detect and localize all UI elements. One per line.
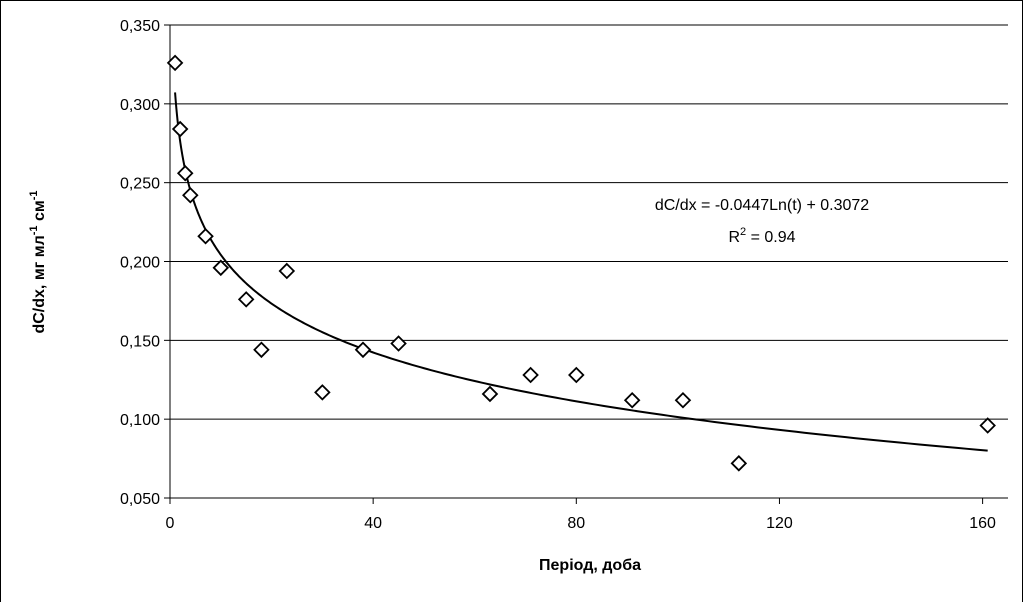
x-tick-label: 120 <box>766 515 793 532</box>
data-point <box>623 391 641 409</box>
data-point <box>314 384 331 401</box>
point-layer <box>166 54 996 472</box>
x-tick-label: 40 <box>364 515 382 532</box>
data-point <box>237 291 255 308</box>
data-point <box>674 391 692 409</box>
y-tick-label: 0,200 <box>120 255 160 272</box>
x-tick-label: 0 <box>166 515 175 532</box>
y-tick-label: 0,150 <box>120 333 160 350</box>
data-point <box>730 455 748 472</box>
y-axis-title-sup1: -1 <box>28 225 40 235</box>
label-layer: 0,050 0,100 0,150 0,200 0,250 0,300 0,350 0 40 80… <box>120 18 996 532</box>
r2-sup: 2 <box>740 226 746 238</box>
data-point <box>481 385 499 403</box>
trend-equation: dC/dx = -0.0447Ln(t) + 0.3072 <box>655 197 869 214</box>
data-point <box>979 417 996 434</box>
x-axis-title: Період, доба <box>539 557 641 574</box>
r2-suffix: = 0.94 <box>746 229 795 246</box>
data-point <box>197 228 214 245</box>
trendline-path <box>174 92 988 452</box>
data-point <box>522 366 539 384</box>
y-tick-label: 0,250 <box>120 176 160 193</box>
y-axis-title-main: dC/dx, мг мл <box>31 235 48 333</box>
y-axis-title: dC/dx, мг мл-1 см-1 <box>28 190 48 333</box>
r2-prefix: R <box>728 229 740 246</box>
data-point <box>354 341 372 359</box>
data-point <box>390 335 407 352</box>
trend-r-squared: R2 = 0.94 <box>728 226 795 246</box>
x-tick-label: 160 <box>969 515 996 532</box>
y-tick-label: 0,300 <box>120 97 160 114</box>
data-point <box>253 341 270 359</box>
data-point <box>182 187 199 204</box>
y-axis-title-sup2: -1 <box>28 190 40 200</box>
y-axis-title-mid: см <box>31 200 48 225</box>
data-point <box>166 54 184 72</box>
y-tick-label: 0,050 <box>120 491 160 508</box>
y-tick-label: 0,100 <box>120 412 160 429</box>
y-tick-label: 0,350 <box>120 18 160 35</box>
data-point <box>212 259 230 277</box>
data-point <box>278 262 296 280</box>
axis-layer <box>164 24 1008 504</box>
x-tick-label: 80 <box>567 515 585 532</box>
data-point <box>176 164 194 182</box>
grid-layer <box>170 24 1008 420</box>
trend-layer <box>174 92 988 452</box>
data-point <box>568 366 585 384</box>
data-point <box>171 120 189 138</box>
